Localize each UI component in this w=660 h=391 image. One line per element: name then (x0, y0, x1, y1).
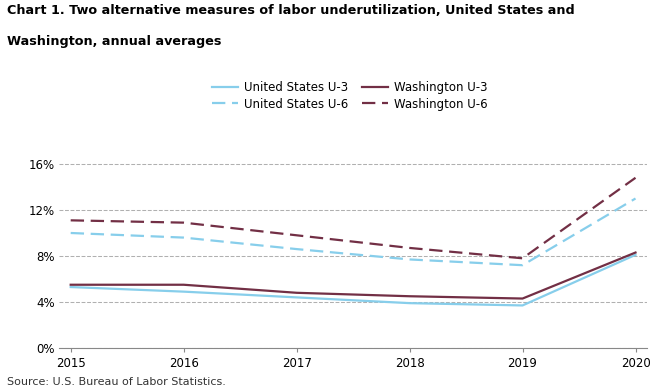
Text: Source: U.S. Bureau of Labor Statistics.: Source: U.S. Bureau of Labor Statistics. (7, 377, 226, 387)
Legend: United States U-3, United States U-6, Washington U-3, Washington U-6: United States U-3, United States U-6, Wa… (207, 76, 492, 115)
Text: Chart 1. Two alternative measures of labor underutilization, United States and: Chart 1. Two alternative measures of lab… (7, 4, 574, 17)
Text: Washington, annual averages: Washington, annual averages (7, 35, 221, 48)
